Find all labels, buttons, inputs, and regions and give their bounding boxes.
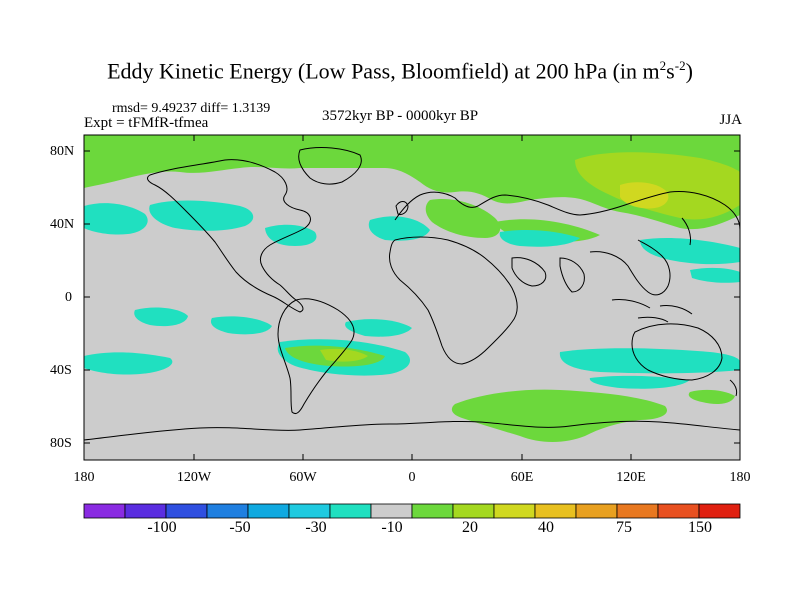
pacific-east-negative — [690, 267, 740, 283]
coast-arabia — [511, 257, 547, 287]
europe-negative — [368, 216, 430, 241]
west-pacific-negative — [640, 237, 740, 265]
colorbar-swatch — [206, 503, 249, 519]
lat-label-80s: 80S — [50, 436, 72, 451]
plot-title: Eddy Kinetic Energy (Low Pass, Bloomfiel… — [107, 58, 693, 84]
colorbar-swatch — [83, 503, 126, 519]
coast-greenland — [298, 147, 362, 185]
south-pacific-negative — [134, 307, 188, 327]
coast-europe — [394, 191, 740, 231]
coast-uk — [395, 201, 409, 215]
coast-indonesia — [611, 299, 693, 323]
lon-label-180e: 180 — [729, 470, 751, 485]
colorbar-swatch — [575, 503, 618, 519]
colorbar-swatch — [124, 503, 167, 519]
lat-label-40n: 40N — [50, 217, 75, 232]
colorbar-swatch — [616, 503, 659, 519]
colorbar-label-75: 75 — [616, 519, 632, 536]
north-pacific-negative-east — [149, 200, 254, 231]
lat-label-equator: 0 — [65, 290, 72, 305]
coast-new-zealand — [729, 379, 738, 397]
siberia-high-region — [620, 182, 669, 209]
coast-antarctica — [84, 420, 740, 441]
central-asia-negative — [499, 230, 580, 247]
colorbar-swatch — [247, 503, 290, 519]
colorbar-label-minus50: -50 — [229, 519, 251, 536]
southern-ocean-positive — [451, 389, 668, 442]
south-pacific-east-negative — [210, 316, 272, 335]
coast-north-america — [147, 159, 311, 313]
lon-label-180w: 180 — [73, 470, 95, 485]
coast-india — [559, 257, 585, 293]
colorbar-swatch — [657, 503, 700, 519]
axis-ticks — [84, 135, 740, 460]
coast-australia — [631, 323, 723, 381]
coast-africa — [389, 236, 518, 365]
colorbar-label-20: 20 — [462, 519, 478, 536]
lon-label-60w: 60W — [289, 470, 317, 485]
coastlines — [84, 147, 740, 441]
colorbar-label-minus10: -10 — [381, 519, 403, 536]
lon-label-60e: 60E — [510, 470, 534, 485]
colorbar-swatch — [452, 503, 495, 519]
colorbar-label-150: 150 — [688, 519, 712, 536]
atlantic-positive-region — [425, 199, 501, 238]
southern-ocean-east-positive — [688, 389, 735, 404]
southern-ocean-west-negative — [84, 352, 173, 375]
indian-ocean-south-negative — [589, 375, 690, 389]
colorbar-swatch — [329, 503, 372, 519]
colorbar-label-minus30: -30 — [305, 519, 327, 536]
colorbar-label-minus100: -100 — [147, 519, 177, 536]
south-america-mid — [320, 348, 368, 362]
lon-label-120e: 120E — [616, 470, 646, 485]
south-atlantic-negative — [345, 319, 412, 337]
north-pacific-negative-west — [84, 203, 148, 235]
indian-ocean-negative — [559, 348, 740, 374]
coast-south-america — [277, 298, 355, 415]
colorbar-swatch — [534, 503, 577, 519]
coast-asia-south — [589, 239, 671, 296]
colorbar-swatch — [370, 503, 413, 519]
colorbar-swatch — [698, 503, 741, 519]
colorbar-swatch — [493, 503, 536, 519]
season-label: JJA — [719, 112, 742, 128]
lat-label-80n: 80N — [50, 144, 75, 159]
lon-label-120w: 120W — [176, 470, 212, 485]
colorbar-swatch — [288, 503, 331, 519]
lon-label-0: 0 — [408, 470, 416, 485]
colorbar-swatch — [165, 503, 208, 519]
coast-japan — [681, 217, 691, 246]
map-field — [84, 135, 740, 460]
period-label: 3572kyr BP - 0000kyr BP — [321, 108, 479, 124]
arctic-positive-region — [84, 135, 740, 230]
colorbar-label-40: 40 — [538, 519, 554, 536]
lat-label-40s: 40S — [50, 363, 72, 378]
rmsd-diff-label: rmsd= 9.49237 diff= 1.3139 — [112, 101, 271, 116]
colorbar-swatch — [411, 503, 454, 519]
colorbar — [83, 503, 741, 519]
experiment-label: Expt = tFMfR-tfmea — [84, 115, 209, 131]
